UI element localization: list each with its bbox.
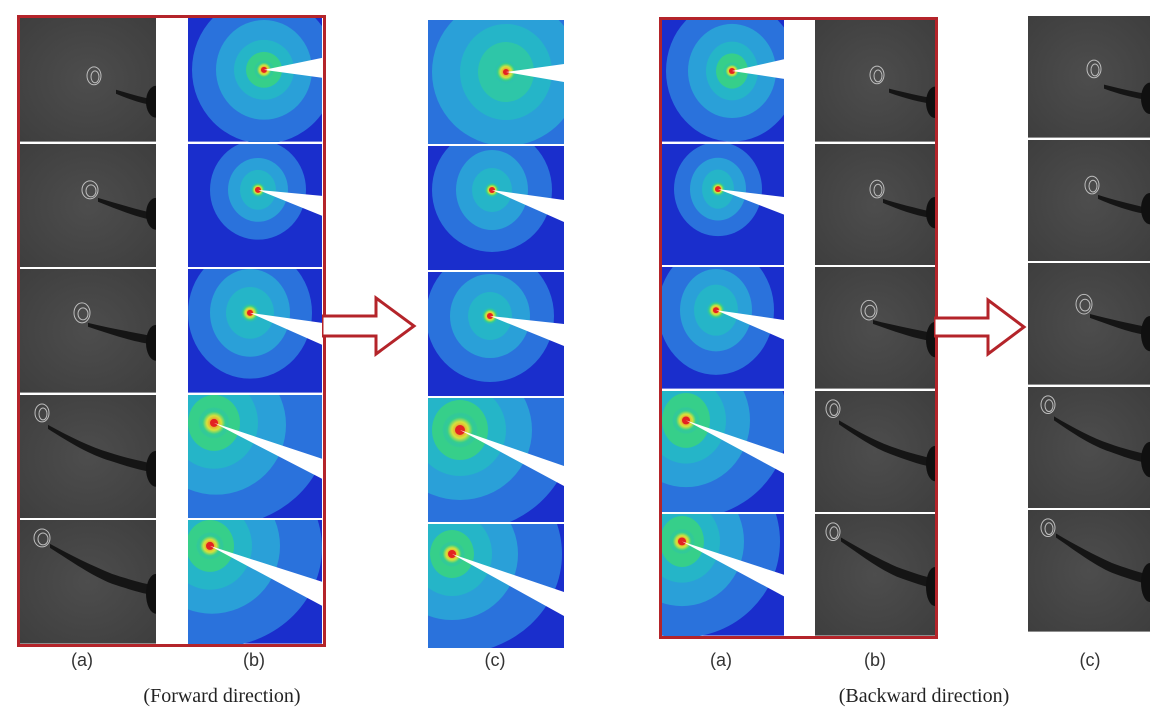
backward-result-column — [1028, 16, 1150, 632]
backward-fea-column — [662, 20, 784, 636]
ct-slice-1 — [1028, 16, 1150, 138]
fea-field-5 — [662, 514, 784, 636]
backward-label-a: (a) — [710, 650, 732, 670]
fea-field-3 — [662, 267, 784, 389]
forward-fea-column — [188, 18, 322, 644]
ct-slice-1 — [815, 20, 935, 142]
ct-slice-4 — [1028, 386, 1150, 509]
backward-arrow-icon — [934, 297, 1027, 357]
ct-slice-3 — [815, 267, 935, 389]
forward-label-a: (a) — [71, 650, 93, 670]
forward-arrow-icon — [322, 295, 417, 357]
result-field-1 — [428, 20, 564, 144]
backward-label-b: (b) — [864, 650, 886, 670]
forward-result-column — [428, 20, 564, 648]
backward-ct-column — [815, 20, 935, 636]
result-field-2 — [428, 146, 564, 270]
fea-field-4 — [662, 390, 784, 513]
ct-slice-4 — [815, 390, 935, 513]
ct-slice-2 — [1028, 139, 1150, 262]
fea-field-2 — [662, 143, 784, 266]
forward-label-c: (c) — [484, 650, 506, 670]
fea-field-2 — [188, 143, 322, 268]
forward-caption: (Forward direction) — [143, 685, 301, 707]
backward-caption: (Backward direction) — [838, 685, 1010, 707]
forward-label-b: (b) — [243, 650, 265, 670]
ct-slice-5 — [815, 514, 935, 636]
ct-slice-1 — [20, 18, 156, 142]
result-field-4 — [428, 398, 564, 522]
fea-field-1 — [188, 18, 322, 142]
fea-field-3 — [188, 269, 322, 393]
ct-slice-2 — [815, 143, 935, 266]
forward-ct-column — [20, 18, 156, 644]
result-field-5 — [428, 524, 564, 648]
ct-slice-5 — [20, 520, 156, 644]
ct-slice-3 — [20, 269, 156, 393]
ct-slice-4 — [20, 394, 156, 519]
ct-slice-5 — [1028, 510, 1150, 632]
result-field-3 — [428, 272, 564, 396]
ct-slice-2 — [20, 143, 156, 268]
fea-field-5 — [188, 520, 322, 644]
ct-slice-3 — [1028, 263, 1150, 385]
backward-label-c: (c) — [1079, 650, 1101, 670]
fea-field-1 — [662, 20, 784, 142]
fea-field-4 — [188, 394, 322, 519]
